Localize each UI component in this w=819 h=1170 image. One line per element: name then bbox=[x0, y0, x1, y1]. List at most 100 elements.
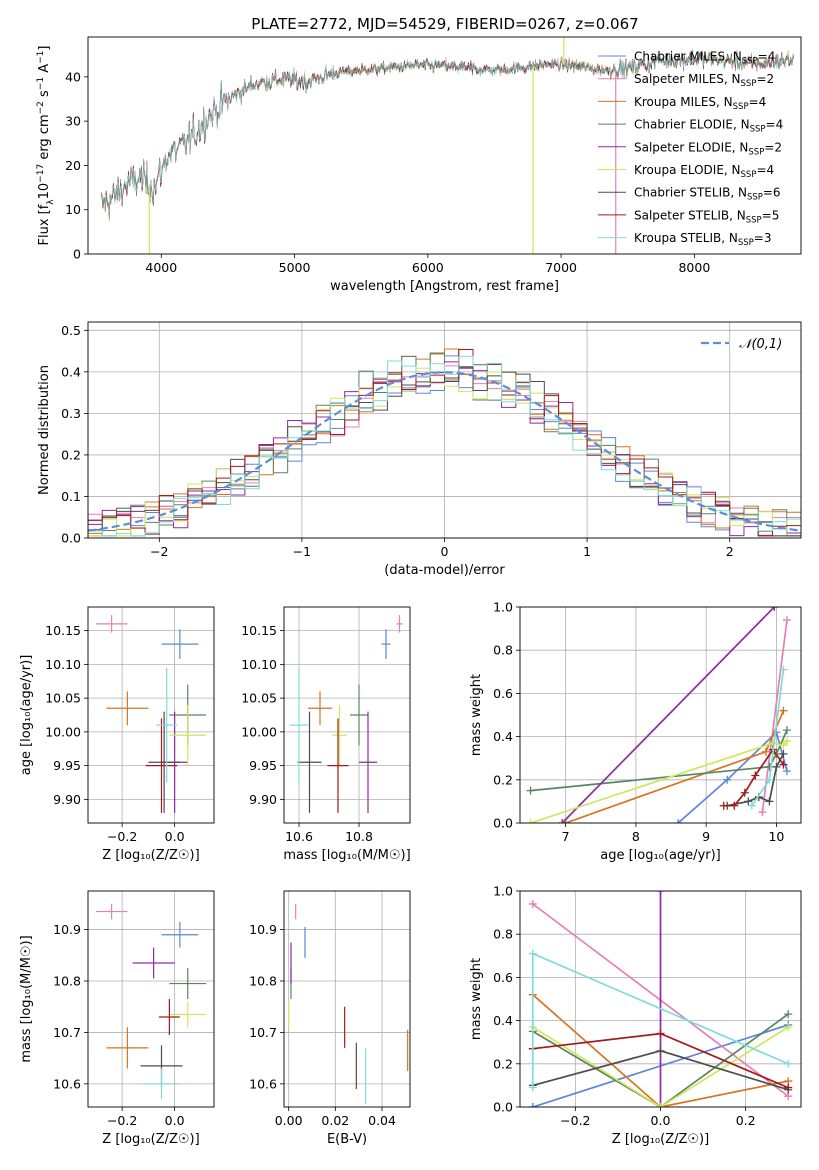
y-tick-label: 10.6 bbox=[249, 1076, 277, 1091]
errorbar-point bbox=[169, 968, 207, 999]
y-tick-label: 9.90 bbox=[249, 792, 277, 807]
errorbar-point bbox=[158, 999, 180, 1035]
weight-marker bbox=[782, 726, 791, 735]
x-tick-label: 7000 bbox=[545, 260, 577, 275]
y-axis-label: Normed distribution bbox=[37, 365, 52, 495]
y-axis-label-part: erg cm bbox=[37, 114, 52, 163]
errorbar-point bbox=[132, 947, 175, 979]
errorbar-point bbox=[327, 718, 349, 813]
errorbar-point bbox=[106, 691, 149, 726]
plot-area bbox=[290, 615, 403, 813]
legend-sub: SSP bbox=[742, 57, 758, 67]
legend-entry: 𝒩(0,1) bbox=[739, 337, 782, 352]
weight-marker bbox=[526, 819, 535, 823]
weight-marker bbox=[784, 1023, 793, 1032]
x-axis-label: (data-model)/error bbox=[384, 563, 505, 578]
y-tick-label: 10.6 bbox=[53, 1076, 81, 1091]
errorbar-point bbox=[381, 629, 391, 659]
y-axis-label-part: 10 bbox=[37, 183, 52, 200]
errorbar-point bbox=[95, 615, 128, 633]
weight-marker bbox=[656, 1029, 665, 1038]
axes-frame bbox=[519, 606, 802, 824]
y-axis-label: mass weight bbox=[469, 674, 484, 756]
x-tick-label: 5000 bbox=[279, 260, 311, 275]
y-axis-label: mass weight bbox=[469, 958, 484, 1040]
y-axis-label-part: −17 bbox=[36, 164, 46, 183]
errorbar-point bbox=[148, 711, 180, 813]
x-axis-label: age [log₁₀(age/yr)] bbox=[600, 848, 721, 863]
histogram-series bbox=[88, 355, 801, 537]
y-tick-label: 9.95 bbox=[53, 758, 81, 773]
weight-marker bbox=[656, 1046, 665, 1055]
x-axis-label: Z [log₁₀(Z/Z☉)] bbox=[102, 1132, 199, 1147]
errorbar-point bbox=[396, 615, 403, 633]
errorbar-point bbox=[290, 667, 308, 783]
errorbar-point bbox=[308, 691, 332, 726]
legend-entry: Kroupa MILES, NSSP=4 bbox=[634, 95, 766, 112]
y-tick-label: 40 bbox=[65, 69, 81, 84]
weight-line bbox=[532, 994, 789, 1107]
x-tick-label: 10 bbox=[768, 829, 784, 844]
y-tick-label: 10 bbox=[65, 202, 81, 217]
y-tick-label: 1.0 bbox=[493, 600, 513, 615]
x-tick-label: 10.8 bbox=[345, 829, 373, 844]
y-tick-label: 10.8 bbox=[249, 974, 277, 989]
x-tick-label: 2 bbox=[726, 544, 734, 559]
normal-curve bbox=[88, 371, 799, 532]
y-tick-label: 9.95 bbox=[249, 758, 277, 773]
y-tick-label: 10.00 bbox=[241, 724, 277, 739]
plot-area bbox=[101, 37, 795, 254]
weight-marker bbox=[656, 891, 665, 895]
x-tick-label: −0.2 bbox=[107, 829, 137, 844]
x-tick-label: 8 bbox=[632, 829, 640, 844]
weight-marker bbox=[782, 615, 791, 624]
weight-marker bbox=[765, 775, 774, 784]
weight-marker bbox=[779, 741, 788, 750]
x-tick-label: 6000 bbox=[412, 260, 444, 275]
y-tick-label: 10.7 bbox=[249, 1025, 277, 1040]
legend-entry: Salpeter MILES, NSSP=2 bbox=[634, 72, 774, 89]
legend-value: =2 bbox=[764, 140, 782, 154]
y-tick-label: 0.6 bbox=[493, 970, 513, 985]
x-tick-label: 0.0 bbox=[165, 1113, 185, 1128]
x-tick-label: 1 bbox=[583, 544, 591, 559]
legend-value: =4 bbox=[758, 50, 776, 64]
weight-marker bbox=[558, 819, 567, 823]
weight-marker bbox=[782, 767, 791, 776]
weight-marker bbox=[770, 607, 779, 611]
y-axis-label-part: s bbox=[37, 90, 52, 101]
errorbar-point bbox=[156, 667, 178, 783]
weight-line bbox=[727, 753, 785, 807]
weight-marker bbox=[765, 797, 774, 806]
y-axis-label-part: ] bbox=[37, 46, 52, 51]
x-tick-label: 8000 bbox=[678, 260, 710, 275]
mass_vs_ebv-panel: 0.00 0.02 0.04 10.6 10.7 10.8 10.9 E(B-V) bbox=[249, 890, 411, 1147]
legend-entry: Chabrier ELODIE, NSSP=4 bbox=[634, 118, 783, 135]
y-axis-label-part: −1 bbox=[36, 51, 46, 64]
y-axis-label-part: −1 bbox=[36, 77, 46, 90]
x-tick-label: −0.2 bbox=[560, 1113, 590, 1128]
legend-text: Kroupa MILES, N bbox=[634, 95, 733, 109]
y-tick-label: 10.9 bbox=[53, 922, 81, 937]
weight-marker bbox=[740, 788, 749, 797]
y-axis-label: Flux [fλ10−17 erg cm−2 s−1 A−1] bbox=[36, 46, 56, 246]
y-tick-label: 0.4 bbox=[493, 1013, 513, 1028]
errorbar-point bbox=[161, 629, 199, 659]
x-tick-label: 10.6 bbox=[285, 829, 313, 844]
legend-value: =4 bbox=[756, 163, 774, 177]
legend-value: =5 bbox=[762, 208, 780, 222]
y-tick-label: 0.6 bbox=[493, 686, 513, 701]
y-tick-label: 10.15 bbox=[241, 623, 277, 638]
legend-text: Kroupa ELODIE, N bbox=[634, 163, 741, 177]
y-tick-label: 0.1 bbox=[61, 489, 81, 504]
weight-marker bbox=[784, 1083, 793, 1092]
x-axis-label: Z [log₁₀(Z/Z☉)] bbox=[102, 848, 199, 863]
legend-value: =2 bbox=[756, 72, 774, 86]
errorbar-point bbox=[297, 711, 322, 813]
legend-sub: SSP bbox=[741, 79, 757, 89]
legend-text: Chabrier ELODIE, N bbox=[634, 118, 750, 132]
y-tick-label: 0.0 bbox=[61, 531, 81, 546]
y-tick-label: 0.8 bbox=[493, 927, 513, 942]
x-tick-label: −2 bbox=[150, 544, 168, 559]
weight-marker bbox=[765, 762, 774, 771]
